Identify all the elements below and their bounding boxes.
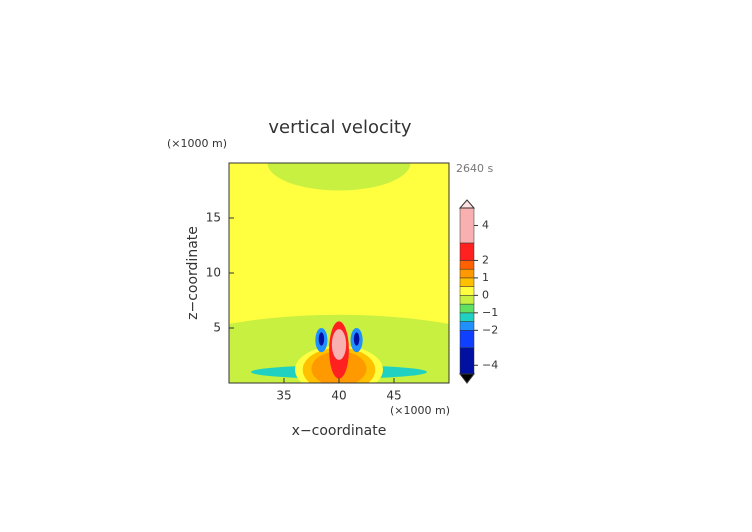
colorbar-band [459, 268, 475, 279]
colorbar-band [459, 295, 475, 305]
y-axis-label: z−coordinate [185, 226, 201, 320]
x-axis-label: x−coordinate [292, 423, 387, 439]
colorbar-tick-label: 1 [482, 271, 489, 284]
contour-region [331, 329, 347, 360]
colorbar-band [459, 277, 475, 287]
x-unit: (×1000 m) [390, 404, 450, 417]
colorbar-band [459, 312, 475, 322]
colorbar-band [459, 260, 475, 270]
colorbar-under [458, 373, 476, 384]
time-label: 2640 s [456, 162, 493, 175]
colorbar-band [459, 207, 475, 244]
chart-title: vertical velocity [268, 117, 412, 138]
colorbar-band [459, 286, 475, 296]
colorbar-tick-label: −2 [482, 323, 498, 336]
contour-region [267, 163, 411, 191]
colorbar-tick-label: −4 [482, 358, 498, 371]
colorbar-tick-label: 4 [482, 218, 489, 231]
y-tick-label: 15 [206, 211, 221, 225]
colorbar-over [458, 199, 476, 209]
colorbar-tick-label: 2 [482, 253, 489, 266]
colorbar-tick-label: 0 [482, 288, 489, 301]
colorbar-band [459, 242, 475, 261]
y-tick-label: 10 [206, 266, 221, 280]
colorbar-band [459, 321, 475, 331]
contour-region [318, 332, 325, 346]
contour-region [353, 332, 360, 346]
x-tick-label: 40 [331, 389, 346, 403]
y-tick-label: 5 [213, 321, 221, 335]
x-tick-label: 45 [386, 389, 401, 403]
x-tick-label: 35 [276, 389, 291, 403]
colorbar-tick-label: −1 [482, 306, 498, 319]
colorbar-band [459, 303, 475, 314]
colorbar-band [459, 347, 475, 375]
colorbar-band [459, 330, 475, 349]
y-unit: (×1000 m) [167, 137, 227, 150]
field [229, 163, 449, 383]
